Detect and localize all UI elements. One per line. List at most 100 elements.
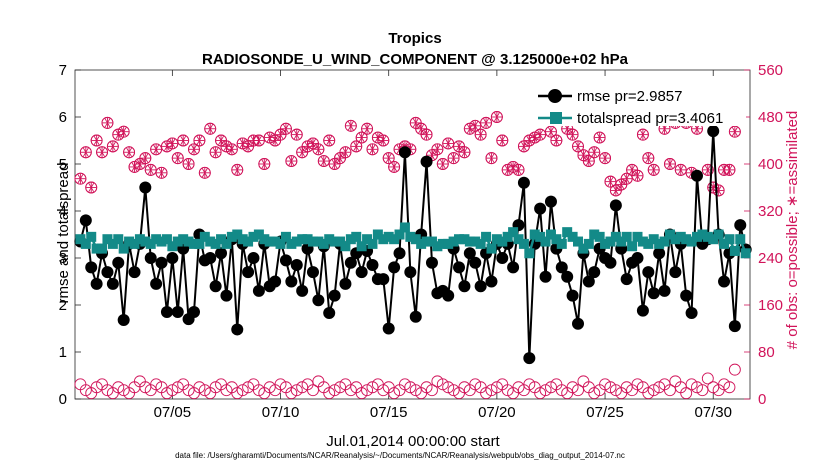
- totalspread-point: [675, 231, 686, 242]
- obs-circle-marker: [664, 158, 676, 170]
- totalspread-point: [708, 234, 719, 245]
- totalspread-point: [318, 238, 329, 249]
- totalspread-point: [416, 238, 427, 249]
- obs-circle-marker: [691, 381, 703, 394]
- obs-count-point: [604, 381, 617, 394]
- obs-circle-marker: [496, 134, 509, 147]
- obs-circle-marker: [198, 166, 211, 179]
- rmse-point: [252, 284, 265, 297]
- obs-count-point: [582, 155, 595, 168]
- obs-count-point: [728, 125, 741, 138]
- obs-circle-marker: [545, 125, 557, 138]
- rmse-point: [517, 176, 530, 189]
- obs-count-point: [317, 155, 330, 168]
- rmse-point: [620, 273, 633, 286]
- rmse-point: [572, 317, 585, 330]
- obs-circle-marker: [382, 152, 395, 165]
- rmse-point: [355, 266, 368, 279]
- obs-circle-marker: [566, 128, 579, 141]
- y-right-tick-label: 320: [758, 203, 783, 220]
- obs-circle-marker: [160, 387, 173, 400]
- totalspread-point: [443, 238, 454, 249]
- obs-count-point: [296, 381, 309, 394]
- obs-circle-marker: [166, 384, 179, 397]
- obs-circle-marker: [377, 134, 390, 147]
- obs-count-point: [458, 146, 471, 159]
- obs-circle-marker: [242, 381, 255, 394]
- rmse-point: [328, 289, 341, 302]
- totalspread-point: [264, 236, 275, 247]
- obs-circle-marker: [398, 378, 411, 391]
- rmse-point: [555, 261, 568, 274]
- obs-count-point: [631, 169, 644, 182]
- rmse-point: [101, 266, 114, 279]
- obs-count-point: [534, 387, 547, 400]
- totalspread-point: [232, 229, 243, 240]
- obs-count-point: [177, 134, 190, 147]
- obs-count-point: [701, 372, 714, 385]
- obs-circle-marker: [139, 381, 152, 394]
- legend-label: rmse pr=2.9857: [577, 88, 682, 105]
- totalspread-point: [583, 238, 594, 249]
- obs-circle-marker: [718, 378, 730, 391]
- obs-circle-marker: [636, 128, 649, 141]
- obs-count-point: [236, 384, 249, 397]
- obs-circle-marker: [150, 143, 163, 156]
- rmse-point: [458, 280, 471, 293]
- obs-circle-marker: [420, 381, 433, 394]
- totalspread-point: [702, 231, 713, 242]
- totalspread-point: [124, 236, 135, 247]
- obs-count-point: [388, 160, 401, 173]
- x-tick-label: 07/25: [586, 404, 624, 421]
- rmse-point: [734, 219, 747, 232]
- obs-count-point: [701, 163, 714, 176]
- rmse-point: [534, 202, 547, 215]
- totalspread-point: [372, 229, 383, 240]
- rmse-point: [160, 306, 173, 319]
- obs-circle-marker: [664, 384, 676, 397]
- y-left-tick-label: 0: [59, 391, 67, 408]
- totalspread-point: [216, 234, 227, 245]
- obs-count-point: [263, 381, 276, 394]
- obs-count-point: [96, 146, 108, 159]
- obs-circle-marker: [404, 381, 417, 394]
- totalspread-point: [161, 234, 172, 245]
- rmse-point: [290, 259, 303, 272]
- obs-circle-marker: [150, 378, 163, 391]
- totalspread-point: [286, 238, 297, 249]
- obs-circle-marker: [355, 131, 368, 144]
- totalspread-point: [205, 236, 216, 247]
- obs-count-point: [382, 152, 395, 165]
- rmse-point: [544, 195, 557, 208]
- obs-circle-marker: [344, 384, 357, 397]
- obs-count-point: [469, 119, 482, 132]
- totalspread-point: [226, 231, 237, 242]
- obs-count-point: [426, 384, 438, 397]
- rmse-point: [680, 289, 693, 302]
- rmse-point: [582, 275, 595, 288]
- rmse-point: [442, 289, 455, 302]
- obs-circle-marker: [182, 158, 195, 170]
- plot-area: 0 1 2 3 4 5 6 7 0 80 160 240 320 400 480 560 07/05 07/10 0…: [59, 62, 783, 421]
- totalspread-point: [437, 238, 448, 249]
- totalspread-point: [389, 234, 400, 245]
- totalspread-point: [637, 236, 648, 247]
- obs-circle-marker: [426, 384, 438, 397]
- legend-marker: [550, 112, 562, 124]
- obs-circle-marker: [285, 387, 298, 400]
- totalspread-point: [340, 241, 351, 252]
- obs-circle-marker: [620, 381, 633, 394]
- rmse-point: [204, 252, 217, 264]
- obs-count-point: [350, 140, 363, 153]
- obs-circle-marker: [674, 163, 687, 176]
- obs-count-point: [225, 143, 238, 156]
- obs-count-point: [436, 158, 449, 170]
- rmse-point: [485, 275, 498, 288]
- obs-count-point: [609, 384, 622, 397]
- totalspread-point: [118, 243, 129, 254]
- obs-circle-marker: [101, 384, 114, 397]
- rmse-point: [220, 289, 233, 302]
- obs-count-point: [171, 381, 184, 394]
- y-left-tick-label: 2: [59, 297, 67, 314]
